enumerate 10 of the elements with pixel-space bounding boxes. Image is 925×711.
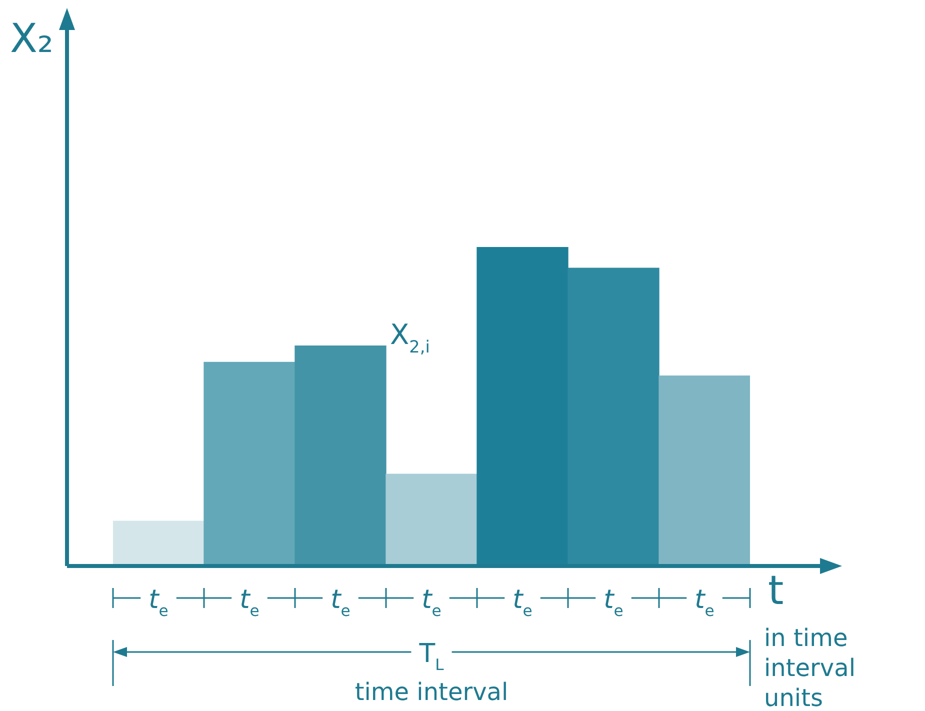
bar (658, 376, 750, 566)
bar (386, 474, 478, 566)
bar (568, 268, 660, 566)
bar (113, 520, 204, 566)
text: time interval (354, 678, 508, 706)
bar (294, 346, 386, 566)
bar (204, 362, 296, 566)
x-axis-title: t (768, 568, 784, 614)
text: in time interval units (764, 624, 856, 711)
y-axis-title: X₂ (10, 16, 54, 62)
